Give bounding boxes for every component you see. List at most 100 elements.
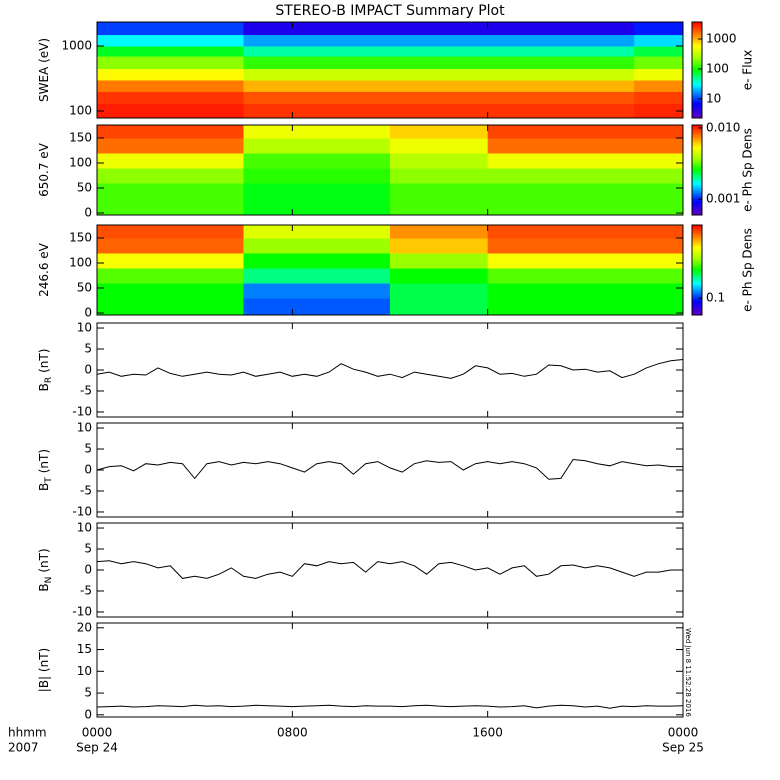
colorbar-step (692, 64, 702, 68)
heatmap-cell (585, 268, 635, 284)
colorbar-step (692, 281, 702, 284)
x-tick-label: 0800 (277, 726, 308, 740)
heatmap-cell (536, 91, 586, 105)
heatmap-cell (194, 225, 244, 239)
heatmap-cell (292, 79, 342, 92)
heatmap-cell (292, 34, 342, 47)
colorbar-step (692, 127, 702, 130)
colorbar-label: e- Ph Sp Dens (741, 228, 755, 312)
x-tick-label: 1600 (472, 726, 503, 740)
colorbar-step (692, 203, 702, 206)
colorbar-tick-label: 10 (706, 91, 721, 105)
heatmap-cell (97, 153, 147, 169)
data-line (96, 458, 683, 480)
colorbar-step (692, 193, 702, 196)
heatmap-cell (292, 45, 342, 57)
colorbar-step (692, 175, 702, 178)
colorbar-step (692, 237, 702, 240)
heatmap-cell (634, 238, 684, 254)
heatmap-cell (145, 56, 196, 70)
heatmap-cell (97, 22, 147, 36)
y-axis-label: SWEA (eV) (37, 38, 51, 102)
heatmap-cell (390, 168, 440, 184)
heatmap-cell (487, 103, 537, 119)
heatmap-cell (243, 34, 293, 47)
colorbar-step (692, 94, 702, 98)
colorbar-step (692, 261, 702, 264)
heatmap-cell (487, 91, 537, 105)
heatmap-cell (243, 68, 293, 81)
colorbar-step (692, 41, 702, 44)
colorbar-step (692, 255, 702, 258)
heatmap-cell (585, 238, 635, 254)
heatmap-cell (390, 153, 440, 169)
heatmap-cell (438, 103, 489, 119)
colorbar-step (692, 68, 702, 72)
heatmap-cell (97, 168, 147, 184)
y-tick-label: 0 (84, 707, 92, 721)
heatmap-cell (585, 225, 635, 239)
colorbar-step (692, 239, 702, 242)
heatmap-cell (487, 138, 537, 154)
colorbar-step (692, 265, 702, 268)
colorbar-step (692, 28, 702, 32)
heatmap-cell (97, 79, 147, 92)
heatmap-cell (145, 45, 196, 57)
colorbar-step (692, 171, 702, 174)
heatmap-cell (634, 91, 684, 105)
y-axis-label-sub: R (44, 377, 54, 383)
colorbar-step (692, 227, 702, 230)
y-axis-label: 650.7 eV (37, 142, 51, 197)
heatmap-cell (438, 22, 489, 36)
colorbar-step (692, 109, 702, 113)
colorbar-step (692, 235, 702, 238)
y-axis-label: BR (nT) (37, 349, 54, 392)
y-tick-label: 0 (84, 363, 92, 377)
colorbar-step (692, 181, 702, 184)
y-tick-label: -5 (80, 383, 92, 397)
heatmap-cell (390, 253, 440, 269)
colorbar-step (692, 267, 702, 270)
heatmap-cell (438, 253, 489, 269)
colorbar-step (692, 309, 702, 312)
heatmap-cell (243, 183, 293, 199)
heatmap-cell (487, 168, 537, 184)
colorbar-step (692, 24, 702, 27)
heatmap-cell (536, 253, 586, 269)
colorbar-step (692, 279, 702, 282)
y-tick-label: -5 (80, 583, 92, 597)
colorbar-step (692, 243, 702, 246)
y-axis-label-main: B (37, 383, 51, 391)
colorbar-step (692, 273, 702, 276)
colorbar-tick-label: 0.010 (706, 120, 740, 134)
colorbar-step (692, 163, 702, 166)
panel-frame (96, 224, 684, 316)
colorbar-tick-label: 100 (706, 61, 729, 75)
heatmap-cell (438, 68, 489, 81)
heatmap-cell (438, 91, 489, 105)
heatmap-cell (634, 153, 684, 169)
colorbar-step (692, 157, 702, 160)
heatmap-cell (145, 238, 196, 254)
heatmap-cell (585, 22, 635, 36)
colorbar-step (692, 177, 702, 180)
colorbar-step (692, 45, 702, 49)
heatmap-cell (634, 198, 684, 216)
colorbar-step (692, 199, 702, 202)
heatmap-cell (487, 125, 537, 139)
colorbar-step (692, 79, 702, 83)
colorbar-step (692, 54, 702, 57)
heatmap-cell (438, 268, 489, 284)
heatmap-cell (341, 45, 391, 57)
heatmap-cell (243, 298, 293, 316)
heatmap-cell (487, 34, 537, 47)
colorbar-step (692, 135, 702, 138)
colorbar-step (692, 191, 702, 194)
heatmap-cell (390, 225, 440, 239)
heatmap-cell (243, 125, 293, 139)
heatmap-cell (194, 34, 244, 47)
y-tick-label: 150 (69, 231, 92, 245)
colorbar-step (692, 36, 702, 40)
y-tick-label: 150 (69, 131, 92, 145)
